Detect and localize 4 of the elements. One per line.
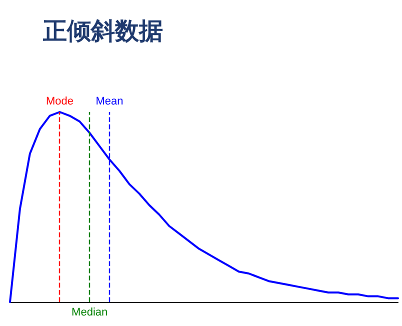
chart-title: 正倾斜数据 (42, 17, 163, 45)
text: Median (72, 306, 108, 318)
text: Mean (96, 96, 124, 108)
text: Mode (46, 96, 74, 108)
